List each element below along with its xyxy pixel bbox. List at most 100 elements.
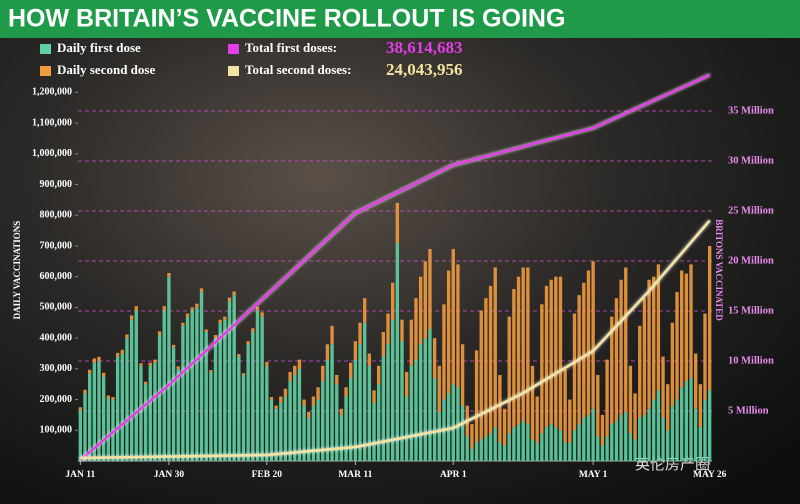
x-tick-label: APR 1 — [440, 470, 467, 480]
bar — [386, 313, 390, 345]
bar — [148, 365, 152, 461]
bar — [162, 310, 166, 461]
bar — [521, 421, 525, 461]
y-tick-label: 900,000 — [40, 179, 73, 190]
bar — [614, 421, 619, 461]
bar — [666, 384, 670, 431]
y2-tick-label: 5 Million — [728, 405, 769, 416]
bar — [409, 365, 413, 461]
bar — [600, 414, 605, 446]
x-tick-label: FEB 20 — [252, 470, 283, 480]
bar — [418, 344, 423, 461]
bar — [83, 389, 87, 394]
bar — [400, 341, 404, 461]
bar — [358, 344, 362, 461]
bar — [363, 298, 367, 323]
bar — [251, 331, 255, 461]
bar — [106, 398, 110, 461]
bar — [694, 408, 698, 461]
bar — [143, 381, 148, 385]
bar — [246, 341, 250, 345]
bar — [297, 368, 302, 461]
bar — [321, 381, 325, 461]
bar — [554, 427, 558, 461]
bar — [293, 365, 297, 375]
bar — [311, 396, 316, 406]
bar — [288, 381, 292, 461]
bar — [274, 405, 278, 409]
bar — [101, 376, 106, 461]
bar — [512, 427, 516, 461]
bar — [414, 298, 418, 360]
bar — [563, 442, 567, 461]
bar — [381, 356, 386, 461]
bar — [442, 304, 446, 400]
bar — [633, 439, 637, 461]
y-tick-label: 300,000 — [40, 363, 73, 374]
bar — [115, 356, 120, 461]
bar — [642, 414, 647, 461]
bar — [87, 373, 92, 461]
bar — [404, 371, 409, 397]
bar — [157, 335, 162, 461]
bar — [423, 261, 427, 339]
bar — [335, 384, 339, 461]
bar — [120, 349, 124, 354]
bar — [498, 374, 502, 443]
bar — [344, 396, 348, 461]
bar — [181, 325, 185, 461]
bar — [544, 285, 549, 428]
bar — [684, 273, 689, 382]
bar — [325, 359, 330, 461]
bar — [237, 356, 241, 461]
bar — [652, 276, 656, 400]
bar — [628, 365, 633, 434]
y2-axis-title: BRITONS VACCINATED — [714, 219, 724, 321]
bar — [283, 388, 288, 397]
bar — [610, 424, 614, 461]
bar — [437, 365, 441, 412]
title-bar — [0, 0, 800, 38]
bar — [246, 344, 250, 461]
bar — [106, 395, 110, 399]
bar — [619, 414, 623, 461]
bar — [544, 427, 549, 461]
bar — [647, 279, 651, 409]
bar — [605, 436, 609, 461]
bar — [554, 276, 558, 428]
bar — [624, 411, 628, 461]
bar — [563, 368, 567, 443]
bar — [558, 276, 563, 431]
bar — [535, 442, 539, 461]
bar — [400, 319, 404, 342]
bar — [703, 313, 707, 400]
bar — [97, 356, 101, 362]
bar — [349, 362, 353, 379]
bar — [358, 322, 362, 345]
bar — [568, 442, 572, 461]
bar — [470, 448, 474, 461]
y-axis-title: DAILY VACCINATIONS — [12, 221, 22, 320]
bar — [418, 276, 423, 345]
bar — [596, 374, 600, 437]
bar — [638, 325, 642, 418]
bar — [143, 384, 148, 461]
bar — [390, 319, 395, 461]
bar — [484, 436, 488, 461]
x-tick-label: JAN 11 — [65, 470, 95, 480]
bar — [451, 384, 455, 461]
bar — [694, 353, 698, 409]
bar — [474, 442, 479, 461]
bar — [465, 436, 469, 461]
bar — [269, 397, 274, 400]
line — [80, 219, 711, 460]
bar — [703, 399, 707, 461]
bar — [190, 307, 194, 311]
bar — [680, 270, 684, 388]
y2-tick-label: 15 Million — [728, 305, 774, 316]
y-tick-label: 200,000 — [40, 394, 73, 405]
y-tick-label: 800,000 — [40, 210, 73, 221]
bar — [488, 285, 493, 434]
y-tick-label: 400,000 — [40, 332, 73, 343]
bar — [446, 393, 451, 461]
